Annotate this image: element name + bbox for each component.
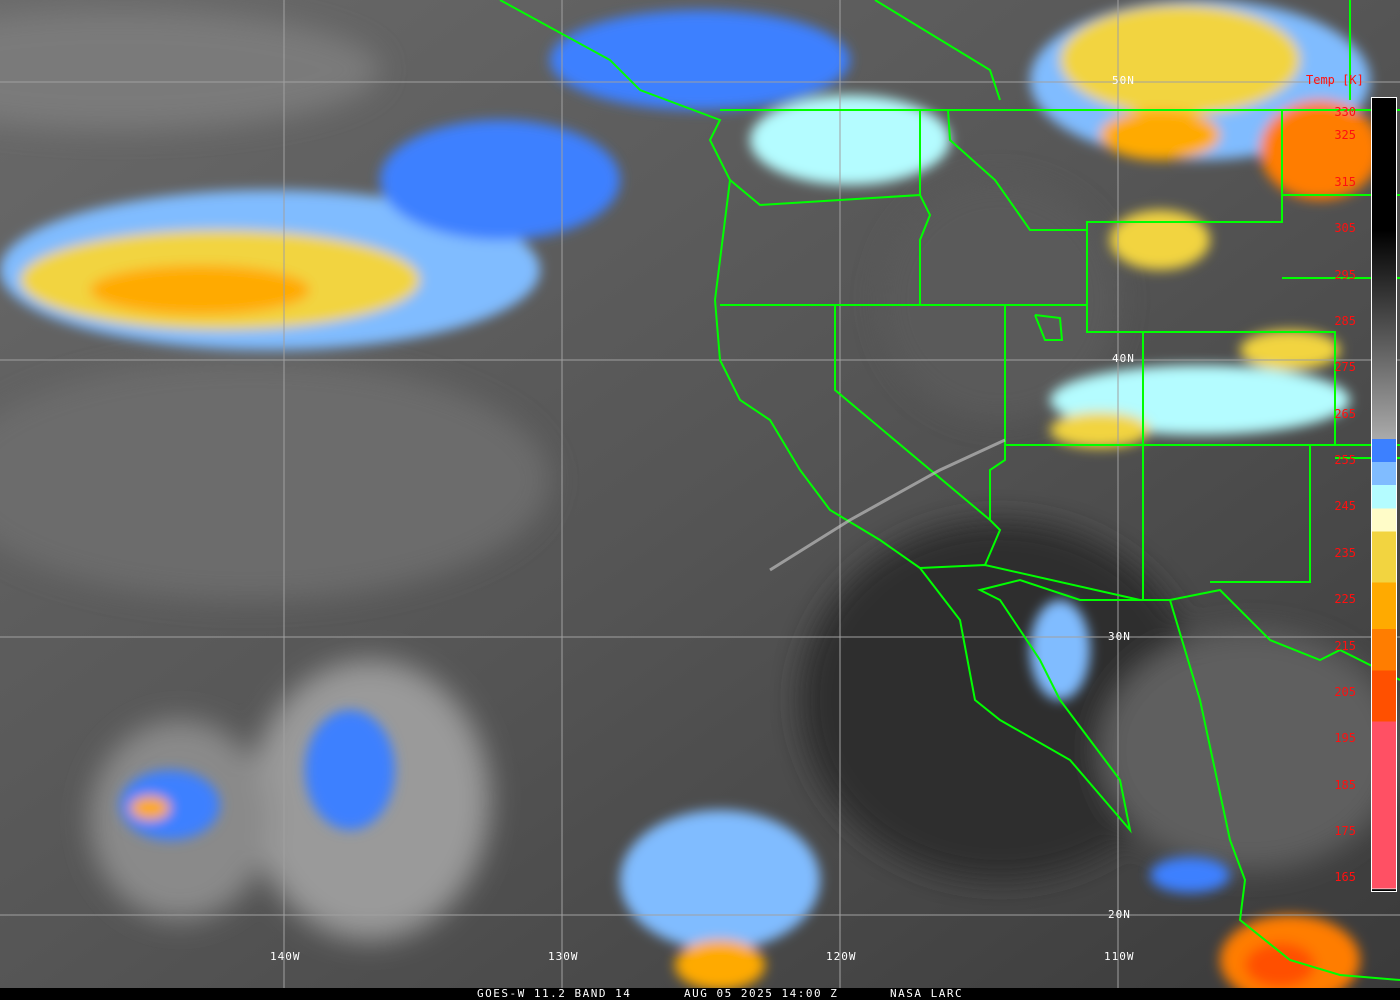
temperature-color-bar	[1371, 97, 1397, 892]
legend-tick-label: 205	[1334, 684, 1356, 699]
legend-tick-label: 185	[1334, 777, 1356, 792]
credit-label: NASA LARC	[890, 987, 964, 1000]
legend-title: Temp [K]	[1306, 73, 1364, 87]
lat-label-20n: 20N	[1108, 908, 1131, 921]
legend-tick-label: 295	[1334, 267, 1356, 282]
cloud-masses	[0, 10, 1400, 940]
legend-tick-label: 235	[1334, 545, 1356, 560]
lon-label-130w: 130W	[548, 950, 579, 963]
caption-bar: GOES-W 11.2 BAND 14 AUG 05 2025 14:00 Z NA…	[0, 988, 1400, 1000]
legend-tick-label: 285	[1334, 313, 1356, 328]
legend-tick-label: 175	[1334, 824, 1356, 839]
datetime-label: AUG 05 2025 14:00 Z	[684, 987, 839, 1000]
lat-label-50n: 50N	[1112, 74, 1135, 87]
legend-tick-label: 330	[1334, 105, 1356, 120]
legend-tick-label: 245	[1334, 499, 1356, 514]
legend-tick-label: 305	[1334, 221, 1356, 236]
legend-tick-label: 165	[1334, 870, 1356, 885]
lon-label-110w: 110W	[1104, 950, 1135, 963]
legend-tick-label: 225	[1334, 592, 1356, 607]
legend-tick-label: 275	[1334, 360, 1356, 375]
lon-label-120w: 120W	[826, 950, 857, 963]
lat-label-40n: 40N	[1112, 352, 1135, 365]
legend-tick-label: 325	[1334, 128, 1356, 143]
legend-tick-label: 255	[1334, 453, 1356, 468]
satellite-band-label: GOES-W 11.2 BAND 14	[477, 987, 632, 1000]
legend-tick-label: 315	[1334, 174, 1356, 189]
lat-label-30n: 30N	[1108, 630, 1131, 643]
political-boundaries	[499, 0, 1400, 981]
legend-tick-label: 195	[1334, 731, 1356, 746]
legend-tick-label: 265	[1334, 406, 1356, 421]
contrail-streak	[769, 438, 1006, 572]
lon-label-140w: 140W	[270, 950, 301, 963]
legend-tick-label: 215	[1334, 638, 1356, 653]
